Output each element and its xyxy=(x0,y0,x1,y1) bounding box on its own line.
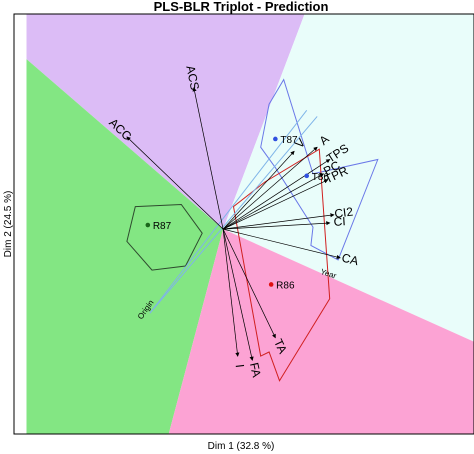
vector-label-fa: FA xyxy=(247,361,264,378)
vector-pc xyxy=(222,173,325,230)
vector-label-ci2: CI2 xyxy=(334,204,355,220)
chart-title: PLS-BLR Triplot - Prediction xyxy=(154,0,329,14)
sample-point-r87 xyxy=(145,222,151,228)
sample-point-r86 xyxy=(268,282,274,287)
y-axis-label: Dim 2 (24.5 %) xyxy=(3,191,14,258)
sample-label-r86: R86 xyxy=(276,280,295,291)
hull-r87 xyxy=(126,203,203,271)
vector-fa xyxy=(222,229,254,361)
vector-i xyxy=(222,229,240,357)
hull-t xyxy=(260,78,379,261)
sample-point-t87 xyxy=(273,136,278,142)
vector-tps xyxy=(222,159,331,230)
sample-label-t87: T87 xyxy=(280,135,298,146)
region-t-class xyxy=(223,14,474,342)
hull-r86 xyxy=(232,148,331,382)
vector-label-acs: ACS xyxy=(183,64,202,91)
vector-acc xyxy=(126,136,224,230)
vector-tpr xyxy=(222,179,329,230)
vector-label-i: I xyxy=(233,364,247,369)
sample-points: T87 T86 R87 R86 xyxy=(145,135,330,291)
vector-a xyxy=(222,146,318,230)
region-r87-class xyxy=(26,59,224,434)
vector-ci xyxy=(223,221,331,230)
vector-label-ca: CA xyxy=(340,251,360,269)
vector-ta xyxy=(222,228,276,339)
class-hulls xyxy=(126,78,379,382)
region-r86-class xyxy=(168,229,474,434)
vector-v xyxy=(222,150,295,230)
x-axis-label: Dim 1 (32.8 %) xyxy=(208,441,275,452)
class-regions xyxy=(26,14,474,434)
region-acs-class xyxy=(26,14,305,230)
axis-line-origin xyxy=(149,109,308,314)
plot-frame xyxy=(13,13,474,435)
sample-label-t86: T86 xyxy=(312,172,330,183)
vector-label-ci: CI xyxy=(333,214,346,229)
sample-label-r87: R87 xyxy=(153,221,172,232)
vector-ci2 xyxy=(223,213,335,230)
axis-line-year xyxy=(149,116,318,314)
vector-acs xyxy=(192,87,224,230)
vector-ca xyxy=(223,228,341,260)
vector-label-ta: TA xyxy=(271,337,290,356)
sample-point-t86 xyxy=(304,173,310,179)
